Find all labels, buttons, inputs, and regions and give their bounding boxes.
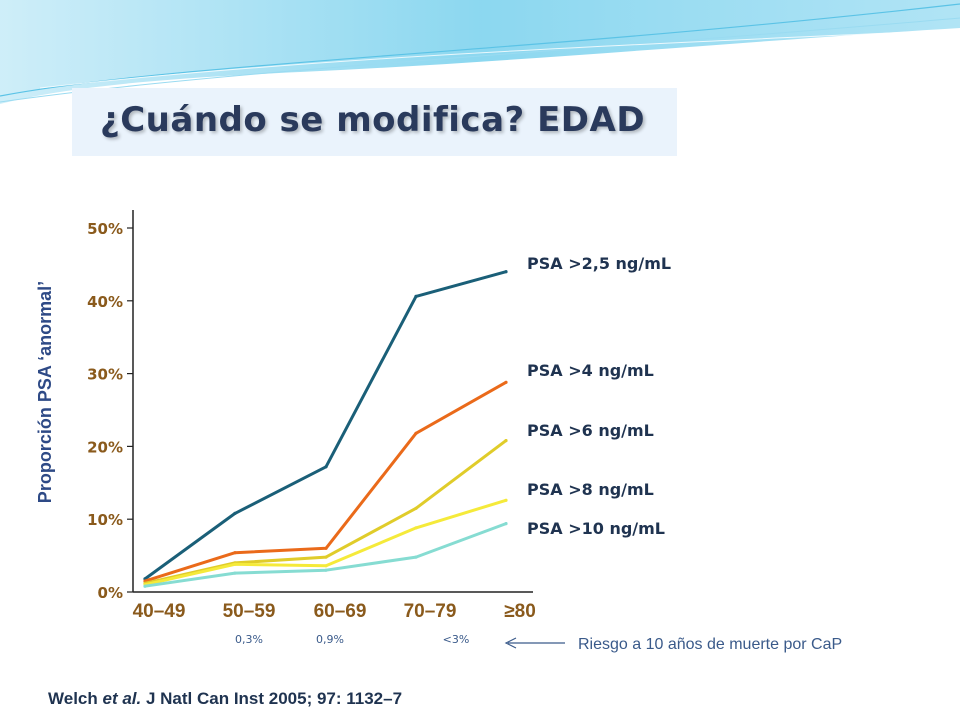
series-line: [143, 270, 508, 581]
x-tick-label: 40–49: [133, 601, 186, 622]
y-tick-label: 20%: [87, 438, 123, 456]
series-label: PSA >6 ng/mL: [527, 421, 654, 440]
risk-arrow-head: [504, 637, 517, 649]
data-point: [233, 562, 237, 566]
data-point: [233, 551, 237, 555]
data-point: [143, 584, 147, 588]
series-label: PSA >4 ng/mL: [527, 361, 654, 380]
data-point: [233, 571, 237, 575]
series-line: [143, 439, 508, 585]
title-box: [72, 88, 677, 156]
x-tick-label: 70–79: [404, 601, 457, 622]
data-point: [504, 270, 508, 274]
risk-annotation: 0,3%: [235, 633, 263, 646]
series-line: [143, 522, 508, 588]
data-point: [504, 522, 508, 526]
risk-annotation: 0,9%: [316, 633, 344, 646]
y-tick-label: 0%: [98, 584, 123, 602]
data-point: [504, 498, 508, 502]
citation-source: J Natl Can Inst 2005; 97: 1132–7: [141, 689, 403, 708]
x-tick-label: 60–69: [314, 601, 367, 622]
data-point: [414, 555, 418, 559]
data-point: [414, 294, 418, 298]
header-wave: [0, 0, 960, 104]
y-tick-label: 30%: [87, 366, 123, 384]
data-point: [324, 465, 328, 469]
data-point: [414, 526, 418, 530]
data-point: [324, 564, 328, 568]
data-point: [414, 506, 418, 510]
x-tick-label: 50–59: [223, 601, 276, 622]
y-tick-label: 50%: [87, 220, 123, 238]
y-tick-label: 10%: [87, 511, 123, 529]
citation: Welch et al. J Natl Can Inst 2005; 97: 1…: [48, 689, 402, 709]
series-label: PSA >8 ng/mL: [527, 480, 654, 499]
data-point: [324, 546, 328, 550]
y-axis-label: Proporción PSA ‘anormal’: [35, 281, 55, 503]
data-point: [504, 439, 508, 443]
citation-authors: Welch: [48, 689, 103, 708]
header-wave-line: [39, 29, 960, 89]
y-tick-label: 40%: [87, 293, 123, 311]
data-point: [504, 380, 508, 384]
risk-label: Riesgo a 10 años de muerte por CaP: [578, 636, 842, 653]
data-point: [414, 431, 418, 435]
data-point: [324, 568, 328, 572]
data-point: [324, 555, 328, 559]
slide-title: ¿Cuándo se modifica? EDAD: [100, 100, 646, 140]
citation-etal: et al.: [102, 689, 142, 708]
data-point: [233, 511, 237, 515]
series-label: PSA >10 ng/mL: [527, 519, 665, 538]
x-tick-label: ≥80: [504, 601, 536, 622]
series-label: PSA >2,5 ng/mL: [527, 254, 671, 273]
risk-annotation: <3%: [443, 633, 470, 646]
